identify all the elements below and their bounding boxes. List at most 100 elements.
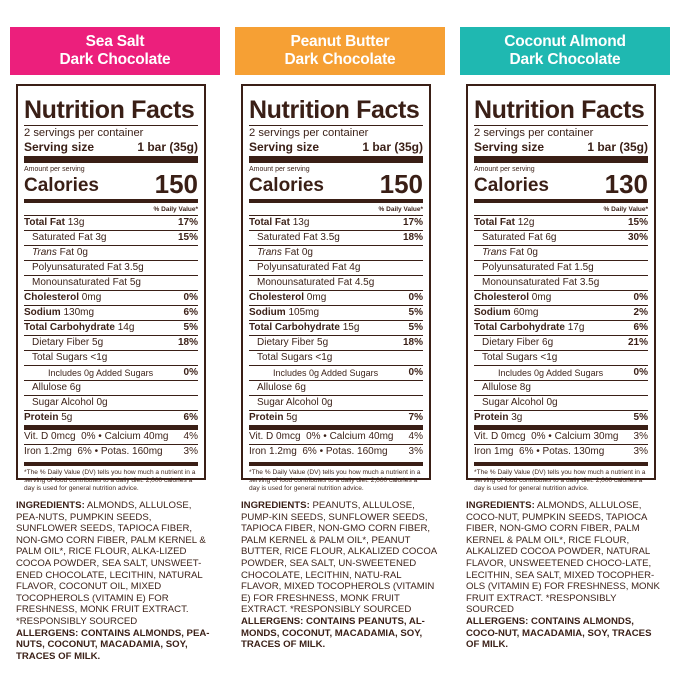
- sugar-alcohol-row: Sugar Alcohol 0g: [474, 396, 648, 411]
- daily-value-footnote: *The % Daily Value (DV) tells you how mu…: [474, 462, 648, 493]
- poly-fat-row: Polyunsaturated Fat 3.5g: [24, 261, 198, 276]
- servings-per-container: 2 servings per container: [474, 127, 594, 139]
- sodium-row: Sodium 105mg 5%: [249, 306, 423, 321]
- ingredients-label: INGREDIENTS:: [16, 500, 85, 511]
- calories-row: Calories 150: [24, 169, 198, 199]
- serving-size-row: Serving size 1 bar (35g): [249, 140, 423, 154]
- serving-size-label: Serving size: [24, 140, 95, 154]
- calories-value: 150: [154, 169, 198, 199]
- allergens-text: ALLERGENS: CONTAINS PEANUTS, AL-MONDS, C…: [241, 615, 425, 651]
- vitamin-row-1: Vit. D 0mcg 0% • Calcium 40mg 4%: [24, 430, 198, 445]
- trans-fat-row: Trans Fat 0g: [474, 246, 648, 261]
- fiber-row: Dietary Fiber 5g 18%: [24, 336, 198, 351]
- serving-size-value: 1 bar (35g): [587, 140, 648, 154]
- cholesterol-row: Cholesterol 0mg 0%: [474, 291, 648, 306]
- product-column-coconut-almond: Coconut Almond Dark Chocolate Nutrition …: [460, 0, 670, 650]
- sugar-alcohol-row: Sugar Alcohol 0g: [24, 396, 198, 411]
- product-name-line1: Peanut Butter: [290, 33, 390, 50]
- vitamin-row-2: Iron 1.2mg 6% • Potas. 160mg 3%: [249, 446, 423, 457]
- product-column-sea-salt: Sea Salt Dark Chocolate Nutrition Facts …: [10, 0, 220, 662]
- daily-value-footnote: *The % Daily Value (DV) tells you how mu…: [249, 462, 423, 493]
- serving-size-row: Serving size 1 bar (35g): [24, 140, 198, 154]
- amount-per-serving: Amount per serving: [24, 166, 85, 173]
- saturated-fat-row: Saturated Fat 3.5g 18%: [249, 231, 423, 246]
- added-sugars-row: Includes 0g Added Sugars 0%: [24, 366, 198, 381]
- carbohydrate-row: Total Carbohydrate 17g 6%: [474, 321, 648, 336]
- trans-fat-row: Trans Fat 0g: [249, 246, 423, 261]
- amount-per-serving: Amount per serving: [249, 166, 310, 173]
- protein-row: Protein 3g 5%: [474, 411, 648, 426]
- daily-value-footnote: *The % Daily Value (DV) tells you how mu…: [24, 462, 198, 493]
- ingredients-label: INGREDIENTS:: [241, 500, 310, 511]
- product-name-line1: Coconut Almond: [504, 33, 626, 50]
- calories-row: Calories 130: [474, 169, 648, 199]
- cholesterol-row: Cholesterol 0mg 0%: [249, 291, 423, 306]
- vitamin-row-1: Vit. D 0mcg 0% • Calcium 40mg 4%: [249, 430, 423, 445]
- calories-value: 130: [604, 169, 648, 199]
- added-sugars-row: Includes 0g Added Sugars 0%: [474, 366, 648, 381]
- mono-fat-row: Monounsaturated Fat 4.5g: [249, 276, 423, 291]
- trans-fat-row: Trans Fat 0g: [24, 246, 198, 261]
- allulose-row: Allulose 6g: [24, 381, 198, 396]
- saturated-fat-row: Saturated Fat 6g 30%: [474, 231, 648, 246]
- nutrition-facts-panel: Nutrition Facts 2 servings per container…: [241, 84, 431, 492]
- servings-per-container: 2 servings per container: [24, 127, 144, 139]
- ingredients-block: INGREDIENTS: ALMONDS, ALLULOSE, PEA-NUTS…: [16, 500, 214, 662]
- vitamin-row-2: Iron 1.2mg 6% • Potas. 160mg 3%: [24, 446, 198, 457]
- nutrition-facts-title: Nutrition Facts: [249, 96, 420, 124]
- vitamin-row-1: Vit. D 0mcg 0% • Calcium 30mg 3%: [474, 430, 648, 445]
- total-sugars-row: Total Sugars <1g: [24, 351, 198, 366]
- daily-value-header: % Daily Value*: [24, 204, 198, 216]
- daily-value-header: % Daily Value*: [474, 204, 648, 216]
- carbohydrate-row: Total Carbohydrate 14g 5%: [24, 321, 198, 336]
- vitamin-row-2: Iron 1mg 6% • Potas. 130mg 3%: [474, 446, 648, 457]
- product-name-banner: Sea Salt Dark Chocolate: [10, 27, 220, 75]
- sodium-row: Sodium 60mg 2%: [474, 306, 648, 321]
- poly-fat-row: Polyunsaturated Fat 4g: [249, 261, 423, 276]
- ingredients-block: INGREDIENTS: ALMONDS, ALLULOSE, COCO-NUT…: [466, 500, 664, 651]
- product-name-banner: Coconut Almond Dark Chocolate: [460, 27, 670, 75]
- mono-fat-row: Monounsaturated Fat 5g: [24, 276, 198, 291]
- saturated-fat-row: Saturated Fat 3g 15%: [24, 231, 198, 246]
- fiber-row: Dietary Fiber 6g 21%: [474, 336, 648, 351]
- product-name-line2: Dark Chocolate: [59, 51, 171, 68]
- serving-size-row: Serving size 1 bar (35g): [474, 140, 648, 154]
- calories-row: Calories 150: [249, 169, 423, 199]
- nutrition-facts-title: Nutrition Facts: [24, 96, 195, 124]
- allulose-row: Allulose 8g: [474, 381, 648, 396]
- ingredients-block: INGREDIENTS: PEANUTS, ALLULOSE, PUMP-KIN…: [241, 500, 439, 651]
- product-name-line2: Dark Chocolate: [284, 51, 396, 68]
- protein-row: Protein 5g 6%: [24, 411, 198, 426]
- serving-size-label: Serving size: [249, 140, 320, 154]
- ingredients-label: INGREDIENTS:: [466, 500, 535, 511]
- calories-label: Calories: [24, 175, 99, 196]
- allergens-text: ALLERGENS: CONTAINS ALMONDS, COCO-NUT, M…: [466, 615, 652, 651]
- ingredients-text: PEANUTS, ALLULOSE, PUMP-KIN SEEDS, SUNFL…: [241, 500, 437, 616]
- total-sugars-row: Total Sugars <1g: [249, 351, 423, 366]
- calories-label: Calories: [249, 175, 324, 196]
- mono-fat-row: Monounsaturated Fat 3.5g: [474, 276, 648, 291]
- protein-row: Protein 5g 7%: [249, 411, 423, 426]
- ingredients-text: ALMONDS, ALLULOSE, PEA-NUTS, PUMPKIN SEE…: [16, 500, 206, 627]
- sodium-row: Sodium 130mg 6%: [24, 306, 198, 321]
- fiber-row: Dietary Fiber 5g 18%: [249, 336, 423, 351]
- total-fat-row: Total Fat 13g 17%: [249, 216, 423, 231]
- added-sugars-row: Includes 0g Added Sugars 0%: [249, 366, 423, 381]
- total-sugars-row: Total Sugars <1g: [474, 351, 648, 366]
- calories-value: 150: [379, 169, 423, 199]
- total-fat-row: Total Fat 13g 17%: [24, 216, 198, 231]
- total-fat-row: Total Fat 12g 15%: [474, 216, 648, 231]
- product-name-banner: Peanut Butter Dark Chocolate: [235, 27, 445, 75]
- serving-size-value: 1 bar (35g): [362, 140, 423, 154]
- daily-value-header: % Daily Value*: [249, 204, 423, 216]
- nutrition-facts-panel: Nutrition Facts 2 servings per container…: [16, 84, 206, 492]
- allergens-text: ALLERGENS: CONTAINS ALMONDS, PEA-NUTS, C…: [16, 627, 210, 662]
- ingredients-text: ALMONDS, ALLULOSE, COCO-NUT, PUMPKIN SEE…: [466, 500, 660, 616]
- nutrition-facts-title: Nutrition Facts: [474, 96, 645, 124]
- product-name-line2: Dark Chocolate: [509, 51, 621, 68]
- carbohydrate-row: Total Carbohydrate 15g 5%: [249, 321, 423, 336]
- servings-per-container: 2 servings per container: [249, 127, 369, 139]
- sugar-alcohol-row: Sugar Alcohol 0g: [249, 396, 423, 411]
- calories-label: Calories: [474, 175, 549, 196]
- product-name-line1: Sea Salt: [85, 33, 145, 50]
